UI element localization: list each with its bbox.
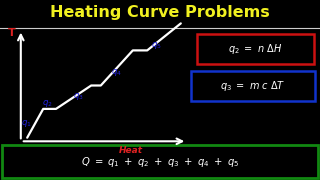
Bar [197,34,314,64]
Text: $q_1$: $q_1$ [21,118,32,129]
Text: $q_3$: $q_3$ [73,91,84,102]
Bar [191,71,315,101]
Text: $q_2$: $q_2$ [42,98,53,109]
Text: $q_2\ =\ n\ \Delta H$: $q_2\ =\ n\ \Delta H$ [228,42,282,56]
Text: $Q\ =\ q_1\ +\ q_2\ +\ q_3\ +\ q_4\ +\ q_5$: $Q\ =\ q_1\ +\ q_2\ +\ q_3\ +\ q_4\ +\ q… [81,155,239,168]
Text: $q_3\ =\ m\ c\ \Delta T$: $q_3\ =\ m\ c\ \Delta T$ [220,79,286,93]
Text: $q_4$: $q_4$ [111,66,122,78]
Text: Heating Curve Problems: Heating Curve Problems [50,4,270,19]
Text: Heat: Heat [119,146,143,155]
Bar [2,145,318,178]
Text: T: T [8,28,16,38]
Text: $q_5$: $q_5$ [151,40,162,51]
